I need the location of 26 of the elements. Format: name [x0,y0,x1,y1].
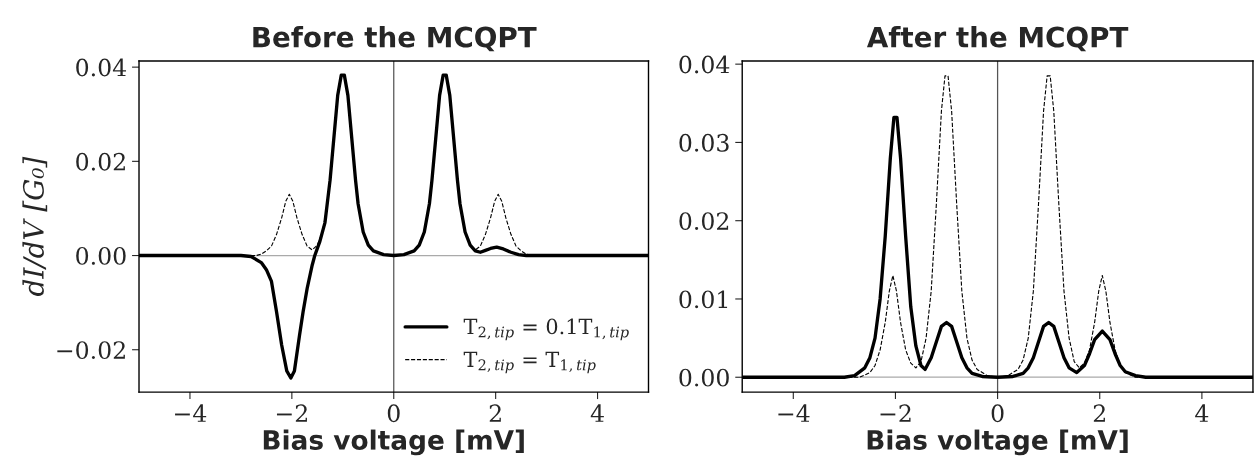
y-tick-label: 0.00 [679,368,729,387]
x-tick-label: 2 [1093,404,1105,422]
y-tick-label: −0.02 [57,341,125,360]
x-tick-label: −2 [276,404,307,422]
x-tick-label: 2 [489,404,501,422]
x-tick-label: −4 [778,404,810,422]
x-tick-label: −2 [880,404,911,422]
y-tick-label: 0.03 [679,133,729,152]
x-axis-title: Bias voltage [mV] [867,429,1128,456]
legend-label: T$_{2,tip}$ = T$_{1,tip}$ [463,351,596,374]
chart-title: After the MCQPT [866,26,1129,52]
y-tick-label: 0.04 [679,55,730,74]
legend-label: T$_{2,tip}$ = 0.1T$_{1,tip}$ [463,318,629,341]
y-tick-label: 0.04 [76,58,127,77]
y-tick-label: 0.02 [76,152,125,171]
y-tick-label: 0.02 [679,212,729,230]
y-tick-label: 0.01 [679,290,728,309]
x-tick-label: −4 [175,404,207,422]
chart-title: Before the MCQPT [253,26,537,52]
x-tick-label: 4 [1195,404,1209,422]
x-tick-label: 0 [387,404,400,423]
x-tick-label: 0 [991,404,1004,423]
x-tick-label: 4 [590,404,604,422]
y-axis-title: dI/dV [G₀] [22,156,48,296]
x-axis-title: Bias voltage [mV] [263,429,524,456]
y-tick-label: 0.00 [76,246,126,265]
